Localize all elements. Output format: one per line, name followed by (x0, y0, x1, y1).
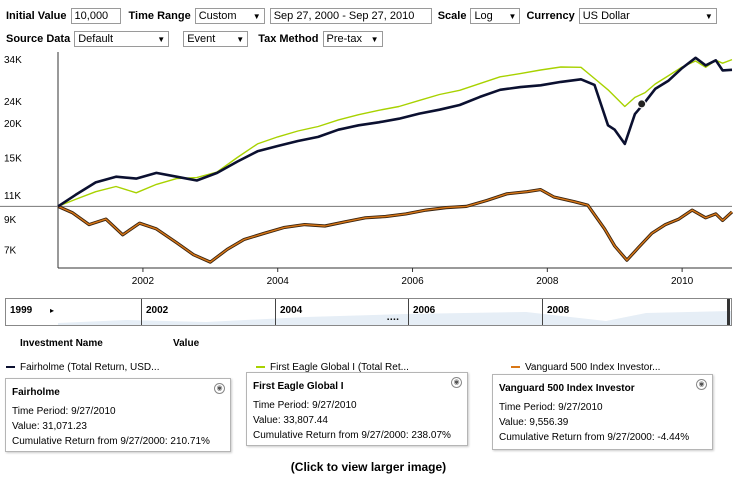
card-cumulative-return: Cumulative Return from 9/27/2000: -4.44% (499, 432, 690, 443)
close-icon[interactable]: ◉ (696, 379, 707, 390)
card-value: Value: 31,071.23 (12, 421, 87, 432)
card-value: Value: 33,807.44 (253, 415, 328, 426)
card-fund-name: Vanguard 500 Index Investor (499, 383, 635, 394)
legend-label: Fairholme (Total Return, USD... (20, 361, 160, 373)
legend-swatch (256, 366, 265, 368)
legend-label: First Eagle Global I (Total Ret... (270, 361, 409, 373)
x-tick-label: 2002 (132, 276, 155, 287)
date-range-input[interactable]: Sep 27, 2000 - Sep 27, 2010 (269, 8, 432, 24)
y-tick-label: 9K (4, 215, 17, 226)
growth-chart[interactable]: 34K 24K 20K 15K 11K 9K 7K 2002 2004 2006 2008 2010 (0, 50, 737, 296)
y-tick-label: 11K (4, 191, 21, 202)
x-tick-label: 2006 (401, 276, 424, 287)
tax-method-select[interactable]: Pre-tax ▼ (322, 31, 383, 47)
legend: Fairholme (Total Return, USD... First Ea… (6, 360, 731, 374)
x-tick-label: 2004 (267, 276, 290, 287)
navigator-tick-label: 2008 (542, 299, 569, 325)
card-time-period: Time Period: 9/27/2010 (499, 402, 603, 413)
chevron-down-icon: ▼ (508, 12, 517, 21)
chevron-down-icon: ▼ (252, 12, 261, 21)
legend-header-value: Value (173, 338, 200, 349)
source-data-value: Default (78, 33, 114, 45)
source-data-label: Source Data (6, 33, 71, 45)
navigator-tick-label: 2006 (408, 299, 435, 325)
x-tick-label: 2008 (536, 276, 559, 287)
toolbar-row-2: Source Data Default ▼ Event ▼ Tax Method… (0, 28, 383, 50)
tax-method-value: Pre-tax (326, 33, 362, 45)
series-line-fairholme (57, 56, 733, 208)
time-navigator[interactable]: 1999 2002 2004 2006 2008 ▸ ▪▪▪▪ (5, 298, 732, 326)
chevron-down-icon: ▼ (157, 35, 166, 44)
navigator-tick-label: 2004 (275, 299, 302, 325)
info-card-fairholme: Fairholme Time Period: 9/27/2010 Value: … (5, 378, 231, 452)
navigator-sparkline (58, 311, 731, 325)
initial-value-input[interactable]: 10,000 (70, 8, 121, 24)
event-value: Event (187, 33, 216, 45)
close-icon[interactable]: ◉ (214, 383, 225, 394)
card-cumulative-return: Cumulative Return from 9/27/2000: 238.07… (253, 430, 451, 441)
navigator-grip-icon[interactable]: ▪▪▪▪ (387, 317, 400, 323)
legend-item-vanguard[interactable]: Vanguard 500 Index Investor... (511, 360, 660, 374)
legend-swatch (6, 366, 15, 368)
series-line-vanguard (57, 188, 733, 263)
info-card-vanguard: Vanguard 500 Index Investor Time Period:… (492, 374, 713, 450)
time-range-value: Custom (198, 10, 237, 22)
navigator-right-handle-icon[interactable] (727, 299, 730, 325)
event-select[interactable]: Event ▼ (183, 31, 249, 47)
toolbar-row-1: Initial Value 10,000 Time Range Custom ▼… (0, 5, 717, 27)
info-card-first-eagle: First Eagle Global I Time Period: 9/27/2… (246, 372, 468, 446)
hover-marker (637, 99, 647, 109)
navigator-left-handle-icon[interactable]: ▸ (50, 306, 55, 315)
y-tick-label: 34K (4, 55, 22, 66)
currency-value: US Dollar (582, 10, 630, 22)
chevron-down-icon: ▼ (370, 35, 379, 44)
scale-label: Scale (437, 10, 467, 22)
view-larger-link[interactable]: (Click to view larger image) (290, 460, 447, 474)
y-tick-label: 15K (4, 154, 22, 165)
initial-value-label: Initial Value (6, 10, 67, 22)
legend-item-first-eagle[interactable]: First Eagle Global I (Total Ret... (256, 360, 511, 374)
card-fund-name: First Eagle Global I (253, 381, 344, 392)
chevron-down-icon: ▼ (236, 35, 245, 44)
x-tick-label: 2010 (671, 276, 694, 287)
card-value: Value: 9,556.39 (499, 417, 569, 428)
y-tick-label: 24K (4, 97, 22, 108)
source-data-select[interactable]: Default ▼ (74, 31, 170, 47)
card-cumulative-return: Cumulative Return from 9/27/2000: 210.71… (12, 436, 210, 447)
chevron-down-icon: ▼ (704, 12, 713, 21)
scale-select[interactable]: Log ▼ (470, 8, 521, 24)
tax-method-label: Tax Method (258, 33, 319, 45)
scale-value: Log (474, 10, 493, 22)
card-time-period: Time Period: 9/27/2010 (253, 400, 357, 411)
navigator-tick-label: 2002 (141, 299, 168, 325)
card-fund-name: Fairholme (12, 387, 60, 398)
series-line-first-eagle (57, 58, 733, 208)
legend-swatch (511, 366, 520, 368)
legend-label: Vanguard 500 Index Investor... (525, 361, 661, 373)
y-tick-label: 7K (4, 245, 17, 256)
currency-select[interactable]: US Dollar ▼ (578, 8, 717, 24)
y-tick-label: 20K (4, 119, 22, 130)
card-time-period: Time Period: 9/27/2010 (12, 406, 116, 417)
navigator-tick-label: 1999 (10, 305, 33, 316)
currency-label: Currency (526, 10, 575, 22)
time-range-select[interactable]: Custom ▼ (194, 8, 265, 24)
legend-header-name: Investment Name (20, 338, 103, 349)
close-icon[interactable]: ◉ (451, 377, 462, 388)
legend-item-fairholme[interactable]: Fairholme (Total Return, USD... (6, 360, 256, 374)
series-line-vanguard-shadow (57, 188, 734, 264)
time-range-label: Time Range (128, 10, 191, 22)
